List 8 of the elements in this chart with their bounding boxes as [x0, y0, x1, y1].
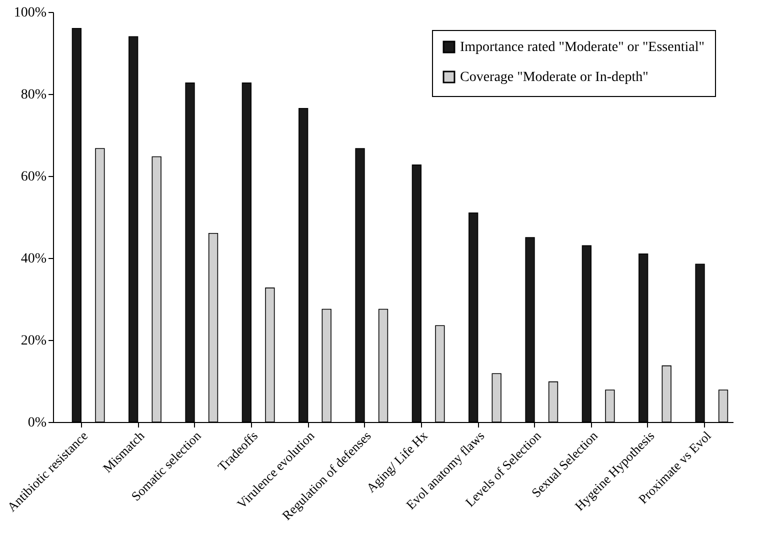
y-tick-label: 100% [14, 6, 47, 20]
legend-label: Importance rated "Moderate" or "Essential" [460, 40, 704, 55]
y-tick-label: 60% [20, 170, 47, 184]
y-tick-label: 40% [20, 252, 47, 266]
legend-label: Coverage "Moderate or In-depth" [460, 70, 648, 85]
y-tick-label: 80% [20, 88, 47, 102]
y-tick-label: 0% [28, 416, 47, 430]
y-tick-label: 20% [20, 334, 47, 348]
